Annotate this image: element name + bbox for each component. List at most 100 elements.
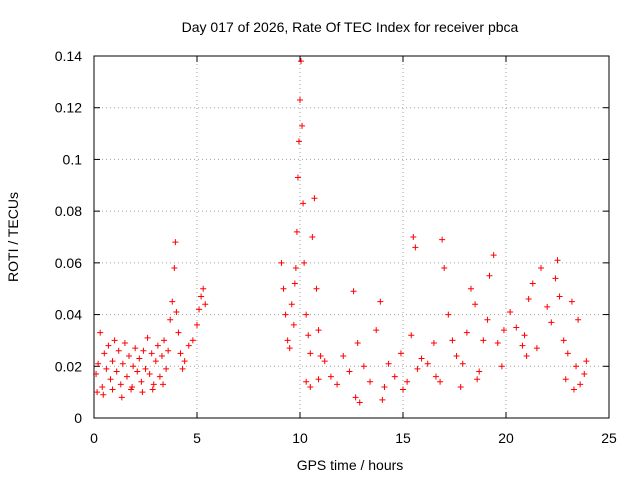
data-point: [290, 321, 297, 328]
data-point: [297, 96, 303, 103]
data-point: [121, 340, 128, 347]
data-point: [173, 308, 180, 315]
data-point: [111, 337, 118, 344]
data-point: [500, 327, 507, 334]
data-point: [554, 257, 561, 264]
data-point: [100, 391, 107, 398]
data-point: [538, 265, 545, 272]
data-point: [562, 376, 569, 383]
data-point: [480, 337, 487, 344]
y-tick-label: 0.12: [55, 100, 82, 116]
data-point: [200, 285, 207, 292]
data-point: [278, 259, 285, 266]
data-point: [129, 383, 136, 390]
data-point: [109, 358, 116, 365]
data-point: [472, 301, 479, 308]
data-point: [412, 244, 419, 251]
data-point: [148, 350, 155, 357]
data-point: [126, 352, 133, 359]
data-point: [150, 381, 157, 388]
data-point: [327, 373, 334, 380]
y-tick-label: 0.14: [55, 48, 82, 64]
data-point: [196, 306, 203, 313]
data-point: [404, 378, 411, 385]
data-point: [575, 316, 582, 323]
data-point: [519, 342, 526, 349]
data-point: [408, 332, 415, 339]
data-point: [97, 329, 104, 336]
data-point: [350, 288, 357, 295]
data-points: [93, 58, 590, 406]
data-point: [577, 381, 584, 388]
data-point: [158, 352, 165, 359]
data-point: [175, 329, 182, 336]
data-point: [292, 265, 299, 272]
data-point: [439, 236, 446, 243]
data-point: [381, 383, 388, 390]
x-axis-label: GPS time / hours: [297, 457, 404, 473]
data-point: [313, 285, 320, 292]
data-point: [295, 138, 302, 145]
data-point: [581, 371, 588, 378]
data-point: [385, 360, 392, 367]
data-point: [445, 311, 452, 318]
data-point: [377, 298, 384, 305]
data-point: [109, 386, 116, 393]
data-point: [140, 347, 147, 354]
data-point: [284, 337, 291, 344]
data-point: [424, 360, 431, 367]
data-point: [583, 358, 590, 365]
x-tick-label: 20: [498, 430, 514, 446]
data-point: [99, 383, 106, 390]
data-point: [309, 234, 316, 240]
data-point: [107, 376, 114, 383]
data-point: [189, 337, 196, 344]
data-point: [101, 350, 108, 357]
data-point: [494, 340, 501, 347]
data-point: [548, 319, 555, 326]
data-point: [486, 272, 493, 279]
data-point: [171, 265, 178, 272]
data-point: [432, 373, 439, 380]
data-point: [414, 365, 421, 372]
data-point: [418, 355, 425, 362]
data-point: [397, 350, 404, 357]
data-point: [449, 337, 456, 344]
data-point: [130, 363, 137, 370]
data-point: [484, 316, 491, 323]
data-point: [95, 360, 102, 367]
data-point: [315, 376, 322, 383]
data-point: [118, 394, 125, 401]
x-tick-label: 10: [292, 430, 308, 446]
data-point: [300, 200, 307, 207]
data-point: [379, 396, 386, 403]
data-point: [172, 239, 179, 246]
data-point: [568, 298, 575, 305]
data-point: [144, 334, 151, 341]
data-point: [570, 386, 577, 393]
data-point: [467, 285, 474, 292]
data-point: [498, 363, 505, 370]
y-tick-label: 0.06: [55, 255, 82, 271]
data-point: [529, 280, 536, 287]
data-point: [149, 386, 156, 393]
data-point: [490, 252, 497, 259]
data-point: [105, 342, 112, 349]
axis-ticks: 0 5 10 15 20 25 0 0.02 0.04 0.06 0.08 0.1 0.12 0.14: [55, 48, 617, 446]
data-point: [294, 174, 301, 181]
data-point: [307, 350, 314, 357]
data-point: [305, 332, 312, 339]
data-point: [160, 381, 167, 388]
data-point: [552, 275, 559, 282]
data-point: [123, 373, 130, 380]
data-point: [142, 365, 149, 372]
y-tick-label: 0.08: [55, 203, 82, 219]
data-point: [303, 378, 310, 385]
data-point: [163, 365, 170, 372]
data-point: [476, 368, 483, 375]
data-point: [525, 296, 532, 303]
y-tick-label: 0.04: [55, 307, 82, 323]
data-point: [298, 58, 305, 65]
data-point: [293, 228, 300, 235]
